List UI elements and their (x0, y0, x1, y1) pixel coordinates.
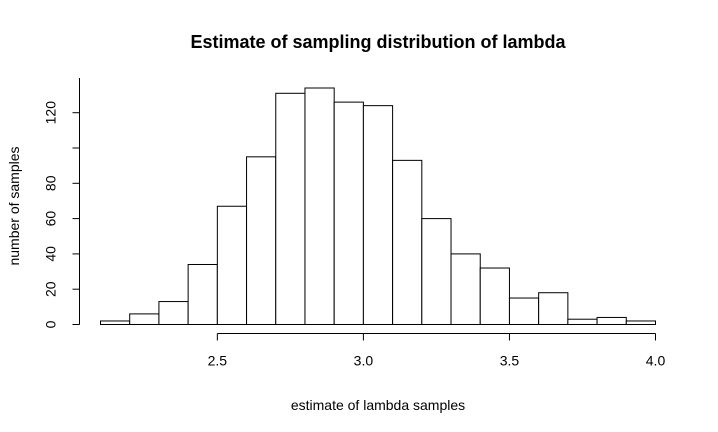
histogram-bar (362, 105, 394, 326)
bars-group (100, 87, 657, 326)
histogram-bar (187, 263, 218, 325)
x-tick-label: 3.0 (354, 353, 374, 369)
histogram-bar (392, 159, 423, 325)
y-tick-label: 0 (43, 320, 59, 328)
y-tick-label: 60 (43, 211, 59, 227)
histogram-bar (450, 253, 481, 325)
histogram-bar (625, 320, 657, 326)
histogram-bar (129, 313, 160, 326)
x-axis: 2.5 3.0 3.5 4.0 (208, 333, 666, 369)
y-tick-label: 120 (43, 101, 59, 125)
histogram-bar (246, 156, 277, 325)
x-axis-label: estimate of lambda samples (291, 397, 465, 413)
histogram-bar (304, 87, 335, 325)
x-tick-label: 4.0 (646, 353, 666, 369)
histogram-bar (479, 267, 510, 326)
histogram-bar (216, 205, 248, 325)
y-tick-label: 20 (43, 281, 59, 297)
histogram-bar (508, 297, 540, 326)
chart-title: Estimate of sampling distribution of lam… (190, 32, 566, 52)
histogram-bar (567, 318, 598, 326)
histogram-bar (421, 218, 452, 325)
y-tick-label: 80 (43, 175, 59, 191)
x-tick-label: 2.5 (208, 353, 228, 369)
histogram-bar (333, 101, 364, 325)
histogram-bar (100, 320, 131, 326)
x-tick-label: 3.5 (500, 353, 520, 369)
y-axis-label: number of samples (6, 146, 22, 265)
histogram-bar (538, 292, 569, 326)
y-tick-label: 40 (43, 246, 59, 262)
histogram-bar (596, 316, 627, 326)
histogram-bar (275, 92, 306, 326)
y-axis: 0 20 40 60 80 120 (43, 78, 80, 328)
histogram-bar (158, 301, 189, 325)
